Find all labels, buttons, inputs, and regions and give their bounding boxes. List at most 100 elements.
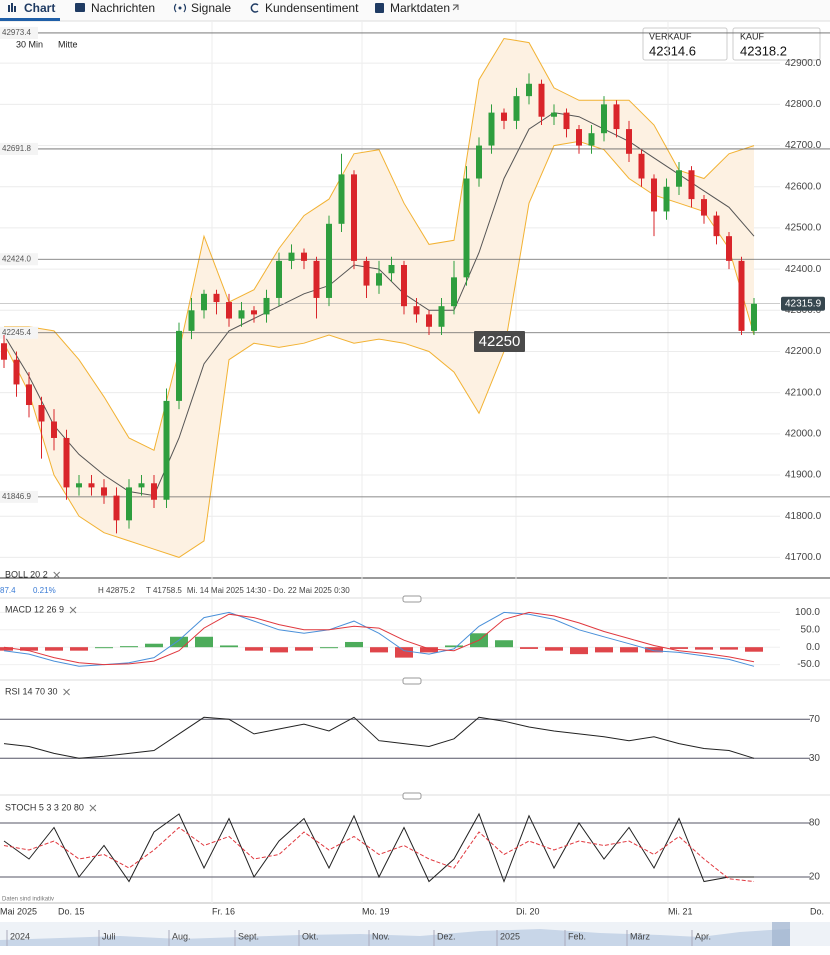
price-level-label-bg [0, 326, 38, 339]
resize-handle[interactable] [402, 792, 422, 800]
price-level-label: 42691.8 [2, 144, 31, 153]
navigator-label: Nov. [372, 931, 390, 941]
macd-histogram-bar [95, 647, 113, 649]
y-tick-label: 42700.0 [785, 140, 822, 151]
candle-body [588, 133, 595, 146]
candle-body [638, 153, 645, 179]
candle-body [626, 129, 632, 154]
info-value: 87.4 [0, 586, 16, 595]
tab-bar [0, 0, 830, 21]
candle-body [126, 487, 132, 521]
stoch-d-line [3, 826, 755, 882]
candle-body [613, 104, 620, 130]
y-tick-label: 41900.0 [785, 470, 822, 481]
macd-histogram-bar [45, 647, 63, 651]
remove-indicator[interactable] [53, 571, 61, 579]
y-tick-label: -50.0 [797, 659, 820, 670]
macd-histogram-bar [695, 647, 713, 650]
navigator-selection[interactable] [772, 922, 790, 946]
candle-body [163, 400, 170, 500]
macd-histogram-bar [445, 645, 463, 648]
candle-body [63, 437, 70, 488]
navigator-label: Dez. [437, 931, 456, 941]
chart-layer: 42900.0 42800.0 42700.0 42600.0 42500.0 42400… [0, 22, 830, 946]
candle-body [288, 252, 295, 261]
buy-label: KAUF [740, 31, 765, 41]
candle-body [188, 310, 195, 331]
macd-histogram-bar [745, 647, 763, 652]
macd-histogram-bar [120, 646, 138, 648]
tab[interactable]: Kundensentiment [265, 1, 359, 15]
resize-handle[interactable] [402, 595, 422, 603]
price-level-label: 42973.4 [2, 28, 31, 37]
price-mode[interactable]: Mitte [58, 39, 78, 49]
current-price-tag [781, 296, 825, 311]
candle-body [51, 421, 57, 438]
indicator-label: STOCH 5 3 3 20 80 [5, 802, 84, 812]
sell-quote-box[interactable] [642, 27, 728, 61]
y-tick-label: 41800.0 [785, 511, 822, 522]
navigator-label: Apr. [695, 931, 711, 941]
resize-handle[interactable] [402, 677, 422, 685]
candle-body [426, 314, 432, 327]
info-value: Mi. 14 Mai 2025 14:30 - Do. 22 Mai 2025 … [187, 586, 350, 595]
candle-body [313, 260, 320, 298]
buy-quote-box[interactable] [732, 27, 821, 61]
candle-body [226, 302, 232, 319]
candle-body [476, 145, 482, 179]
price-level-label-bg [0, 142, 38, 155]
candle-body [201, 293, 207, 311]
navigator-label: Juli [102, 931, 116, 941]
macd-histogram-bar [195, 636, 213, 648]
navigator-label: Sept. [238, 931, 259, 941]
interval[interactable]: 30 Min [16, 39, 43, 49]
candle-body [513, 96, 520, 121]
candle-body [701, 199, 707, 216]
candle-body [363, 260, 370, 286]
macd-histogram-bar [545, 647, 563, 651]
candle-body [413, 306, 420, 315]
macd-histogram-bar [170, 636, 188, 648]
buy-price: 42318.2 [740, 43, 787, 58]
macd-line [3, 611, 755, 667]
rsi-line [3, 716, 755, 759]
candle-body [601, 104, 607, 134]
candle-body [526, 83, 532, 97]
candle-body [376, 273, 382, 286]
sell-price: 42314.6 [649, 43, 696, 58]
navigator-label: Okt. [302, 931, 319, 941]
y-tick-label: 100.0 [795, 607, 820, 618]
active-tab-indicator [0, 18, 60, 21]
candle-body [276, 260, 282, 298]
remove-indicator[interactable] [63, 688, 70, 696]
price-level-label: 41846.9 [2, 492, 31, 501]
candle-body [26, 384, 32, 406]
candle-body [76, 483, 82, 488]
tab[interactable]: Marktdaten [390, 1, 450, 15]
tab[interactable]: Chart [24, 1, 55, 15]
candle-body [176, 330, 182, 401]
candle-body [738, 260, 745, 331]
y-tick-label: 20 [809, 872, 821, 883]
candle-body [101, 487, 107, 496]
candle-body [688, 170, 695, 200]
candle-body [576, 129, 582, 146]
indicator-label: MACD 12 26 9 [5, 604, 64, 614]
macd-histogram-bar [720, 647, 738, 650]
macd-histogram-bar [220, 645, 238, 648]
candle-body [451, 277, 457, 307]
candle-body [538, 83, 545, 117]
disclaimer: Daten sind indikativ [2, 897, 54, 903]
y-tick-label: 70 [809, 714, 821, 725]
candle-body [326, 223, 332, 298]
candle-body [438, 306, 445, 327]
macd-histogram-bar [495, 640, 513, 648]
tab[interactable]: Signale [191, 1, 231, 15]
macd-histogram-bar [395, 647, 413, 658]
candle-body [488, 112, 495, 146]
candle-body [251, 310, 257, 315]
remove-indicator[interactable] [89, 804, 97, 812]
tab[interactable]: Nachrichten [91, 1, 155, 15]
remove-indicator[interactable] [69, 606, 77, 614]
